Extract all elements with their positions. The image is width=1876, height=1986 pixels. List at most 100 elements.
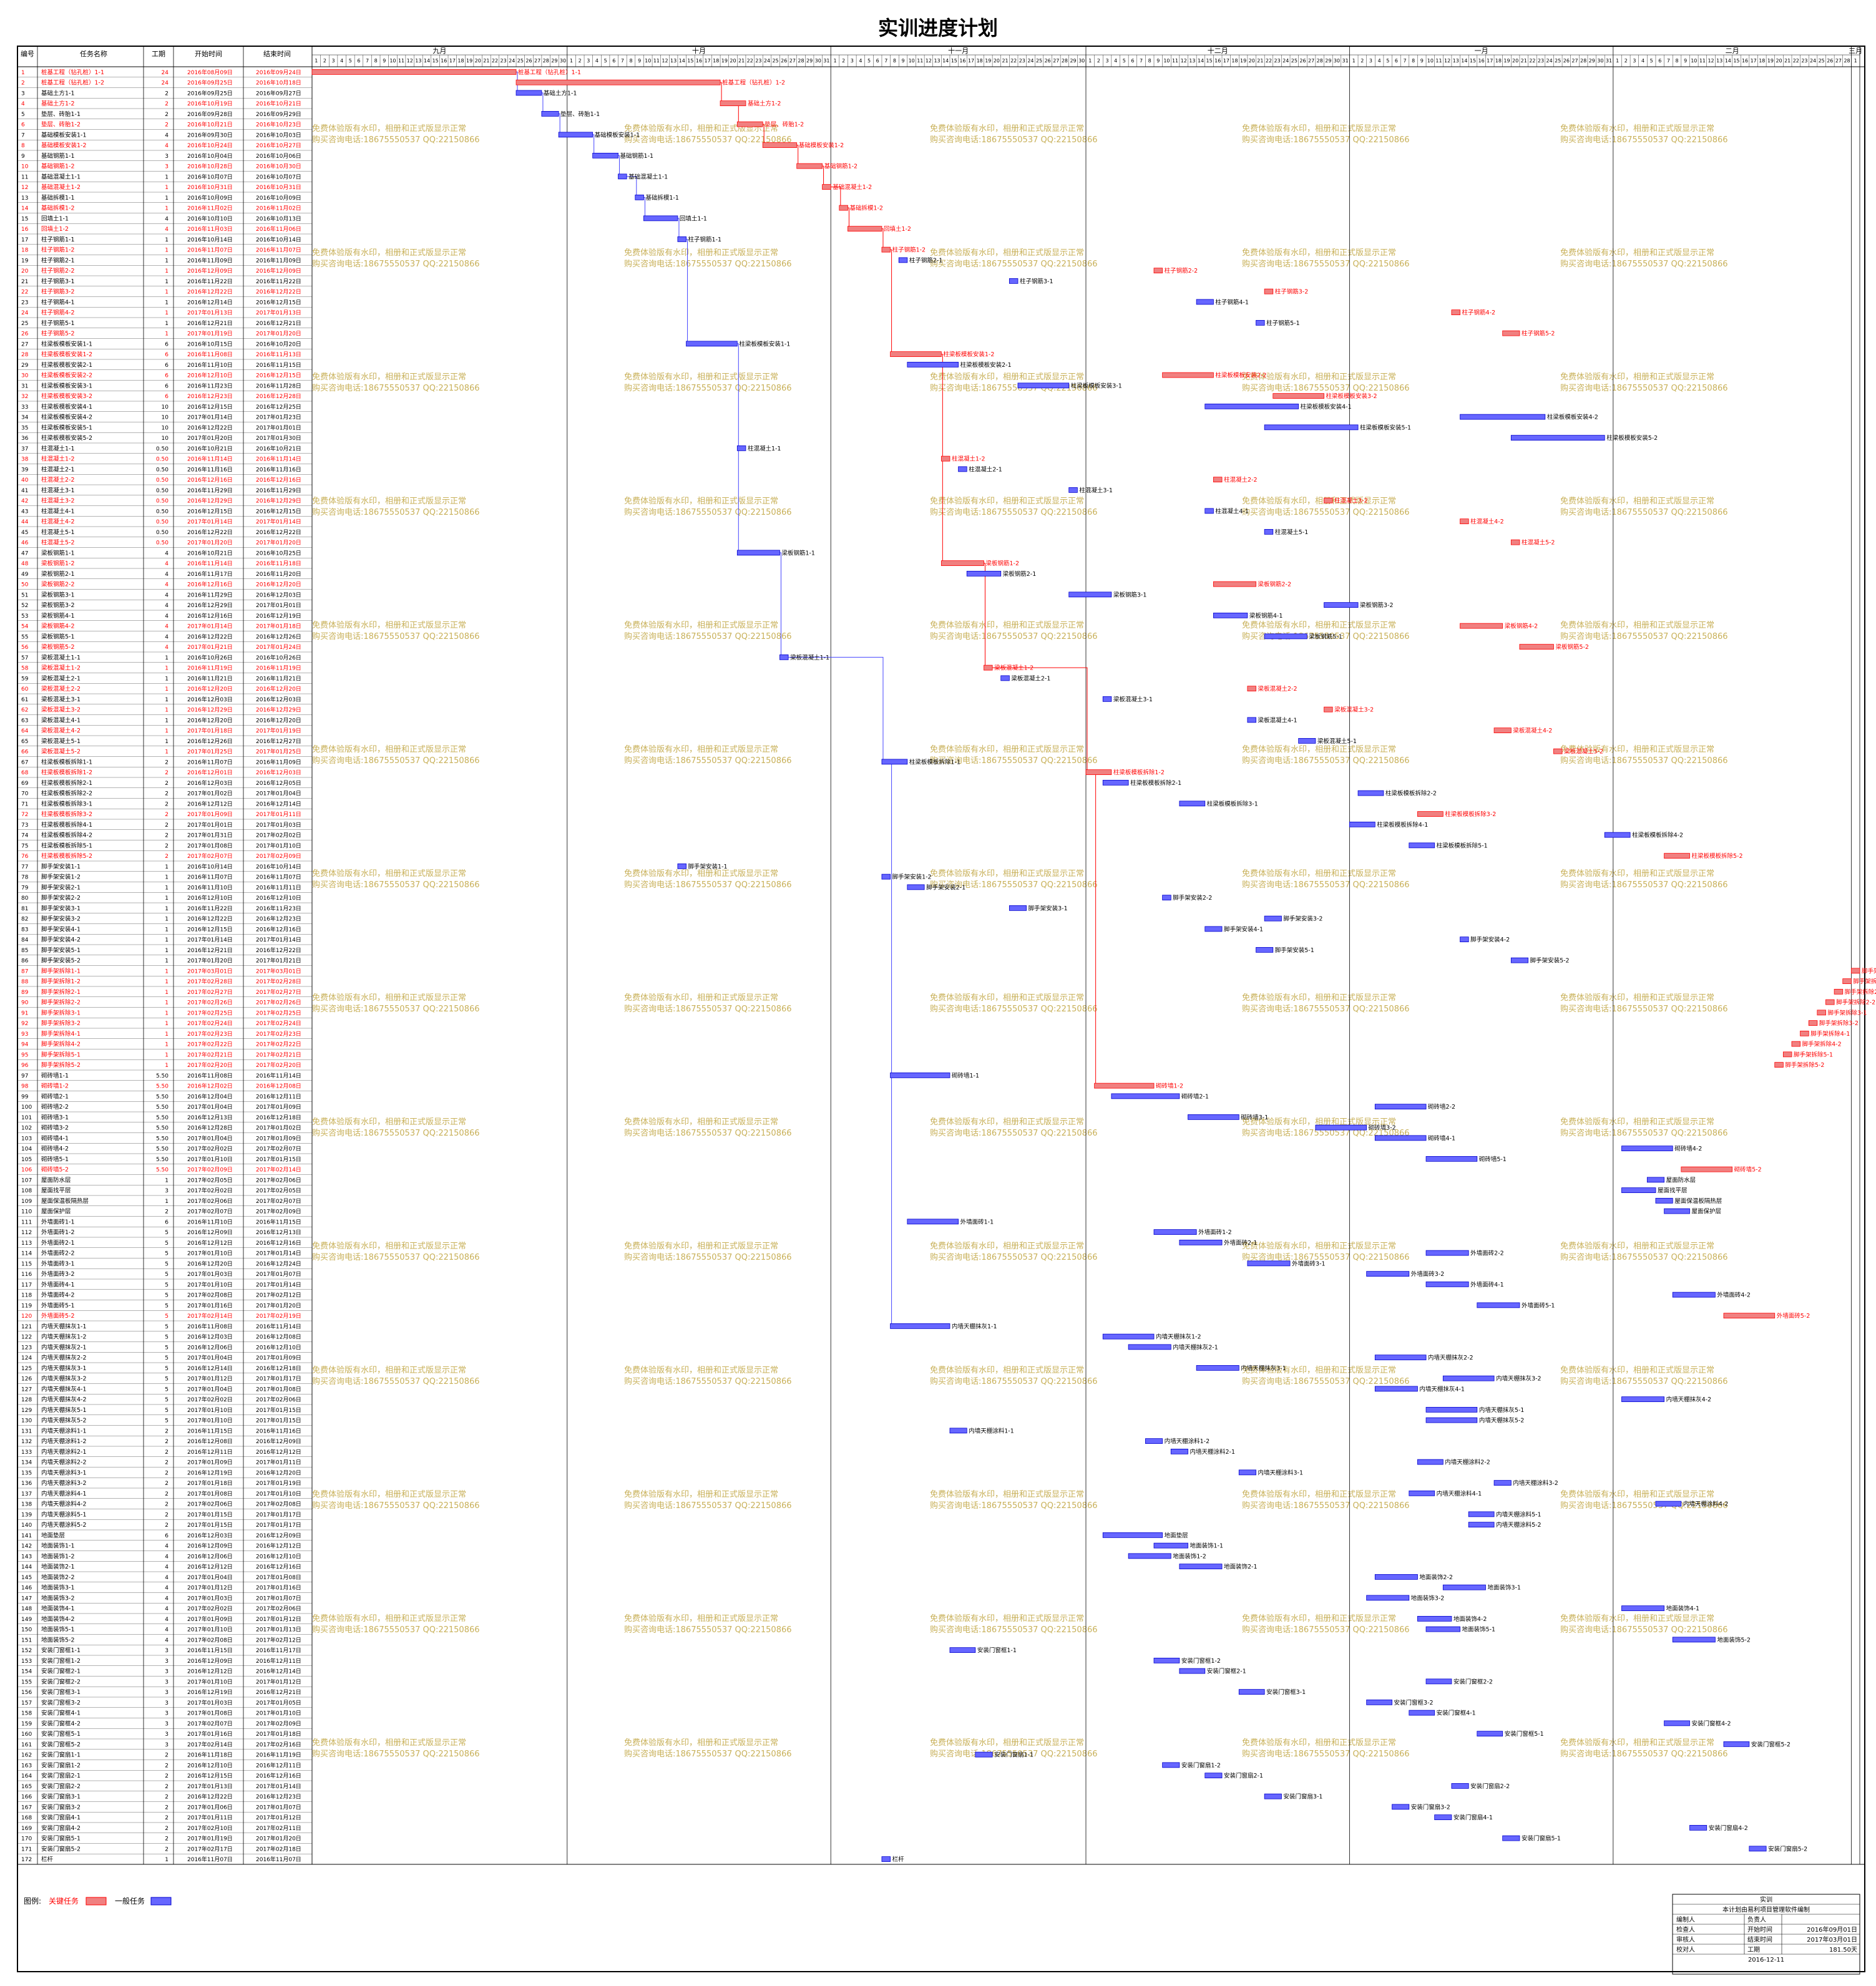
cell-end: 2017年01月09日 — [256, 1103, 301, 1111]
cell-id: 93 — [21, 1031, 28, 1038]
cell-id: 168 — [21, 1815, 32, 1821]
cell-name: 垫层、砖胎1-1 — [41, 110, 81, 118]
day-tick-label: 9 — [1420, 58, 1424, 64]
cell-id: 63 — [21, 718, 28, 724]
cell-end: 2016年10月23日 — [256, 121, 301, 129]
bar-label: 梁板钢筋3-2 — [1360, 601, 1394, 609]
cell-duration: 1 — [165, 1000, 169, 1006]
watermark-text: 购买咨询电话:18675550537 QQ:22150866 — [1560, 880, 1728, 890]
gantt-bar — [1247, 686, 1256, 692]
cell-id: 157 — [21, 1700, 32, 1706]
day-tick-label: 27 — [534, 58, 540, 64]
cell-id: 106 — [21, 1167, 32, 1174]
cell-id: 145 — [21, 1575, 32, 1581]
cell-end: 2016年12月08日 — [256, 1333, 301, 1341]
gantt-bar — [1723, 1313, 1776, 1319]
day-tick-label: 23 — [500, 58, 506, 64]
info-key: 结束时间 — [1747, 1935, 1772, 1944]
cell-id: 48 — [21, 561, 29, 567]
bar-label: 内墙天棚抹灰4-1 — [1419, 1385, 1465, 1393]
gantt-bar — [1162, 1762, 1180, 1768]
cell-duration: 1 — [165, 728, 169, 734]
cell-id: 120 — [21, 1313, 32, 1320]
bar-label: 砌砖墙4-1 — [1428, 1134, 1455, 1142]
cell-name: 柱梁板模板安装4-1 — [41, 403, 92, 411]
cell-duration: 1 — [165, 990, 169, 996]
bar-label: 脚手架安装4-2 — [1470, 936, 1510, 943]
cell-end: 2016年12月08日 — [256, 1083, 301, 1090]
watermark-text: 免费体验版有水印，相册和正式版显示正常 — [1242, 1738, 1396, 1748]
bar-label: 砌砖墙1-2 — [1156, 1083, 1183, 1090]
cell-id: 171 — [21, 1846, 32, 1852]
gantt-bar — [1000, 675, 1010, 681]
cell-start: 2016年10月21日 — [187, 445, 233, 452]
cell-start: 2016年12月19日 — [187, 1469, 233, 1476]
cell-start: 2017年02月28日 — [187, 978, 233, 985]
cell-name: 柱子钢筋5-1 — [41, 319, 75, 327]
watermark-text: 购买咨询电话:18675550537 QQ:22150866 — [1560, 631, 1728, 641]
cell-name: 外墙面砖3-2 — [41, 1270, 75, 1278]
watermark-text: 免费体验版有水印，相册和正式版显示正常 — [1560, 1117, 1714, 1127]
cell-duration: 2 — [165, 1439, 169, 1445]
gantt-bar — [1179, 801, 1206, 807]
cell-id: 89 — [21, 990, 29, 996]
bar-label: 柱梁板模板安装4-2 — [1547, 414, 1598, 421]
gantt-bar — [1256, 319, 1265, 326]
info-value: 2016年09月01日 — [1807, 1925, 1857, 1934]
bar-label: 安装门窗框3-1 — [1266, 1688, 1306, 1696]
gantt-bar — [1604, 832, 1631, 838]
dependency-link — [881, 228, 884, 250]
watermark-text: 免费体验版有水印，相册和正式版显示正常 — [930, 1614, 1084, 1623]
cell-end: 2016年10月25日 — [256, 549, 301, 557]
legend-normal-label: 一般任务 — [115, 1896, 145, 1906]
cell-start: 2016年11月02日 — [187, 205, 233, 212]
cell-end: 2016年11月21日 — [256, 674, 301, 682]
bar-label: 地面装饰2-1 — [1224, 1563, 1258, 1570]
cell-duration: 2 — [165, 1794, 169, 1801]
watermark-text: 免费体验版有水印，相册和正式版显示正常 — [930, 248, 1084, 258]
day-tick-label: 13 — [670, 58, 677, 64]
cell-duration: 1 — [165, 299, 169, 306]
cell-id: 100 — [21, 1104, 32, 1111]
gantt-bar — [1324, 706, 1333, 713]
watermark-text: 免费体验版有水印，相册和正式版显示正常 — [624, 496, 778, 506]
cell-start: 2017年01月01日 — [187, 821, 233, 829]
dependency-link — [720, 82, 722, 104]
cell-end: 2017年01月13日 — [256, 1626, 301, 1633]
day-tick-label: 28 — [1062, 58, 1068, 64]
gantt-bar — [898, 257, 908, 263]
day-tick-label: 5 — [1386, 58, 1389, 64]
cell-start: 2016年12月10日 — [187, 894, 233, 902]
watermark-text: 免费体验版有水印，相册和正式版显示正常 — [1560, 372, 1714, 382]
day-tick-label: 1 — [315, 58, 318, 64]
cell-id: 7 — [21, 132, 25, 139]
info-key: 校对人 — [1676, 1945, 1695, 1954]
cell-duration: 3 — [165, 153, 169, 160]
cell-duration: 0.50 — [156, 530, 169, 536]
cell-id: 119 — [21, 1303, 32, 1309]
cell-duration: 5 — [165, 1386, 169, 1393]
cell-duration: 4 — [165, 634, 169, 640]
cell-start: 2016年09月30日 — [187, 131, 233, 139]
cell-end: 2017年02月27日 — [256, 988, 301, 996]
cell-name: 外墙面砖2-2 — [41, 1250, 75, 1257]
cell-start: 2016年12月15日 — [187, 507, 233, 515]
cell-duration: 1 — [165, 1063, 169, 1069]
cell-name: 内墙天棚抹灰5-1 — [41, 1406, 87, 1414]
cell-duration: 1 — [165, 248, 169, 254]
bar-label: 脚手架拆除1-1 — [1862, 967, 1876, 975]
cell-duration: 1 — [165, 1177, 169, 1184]
cell-start: 2016年12月03日 — [187, 1333, 233, 1341]
bar-label: 外墙面砖3-1 — [1292, 1260, 1326, 1267]
cell-duration: 1 — [165, 708, 169, 714]
cell-id: 2 — [21, 80, 25, 87]
gantt-bar — [1510, 435, 1605, 441]
day-tick-label: 5 — [867, 58, 871, 64]
cell-end: 2017年01月11日 — [256, 1459, 301, 1466]
cell-start: 2016年10月10日 — [187, 215, 233, 222]
cell-id: 69 — [21, 781, 29, 787]
bar-label: 砌砖墙3-1 — [1241, 1114, 1268, 1121]
cell-duration: 1 — [165, 875, 169, 881]
watermark-text: 购买咨询电话:18675550537 QQ:22150866 — [1560, 383, 1728, 393]
